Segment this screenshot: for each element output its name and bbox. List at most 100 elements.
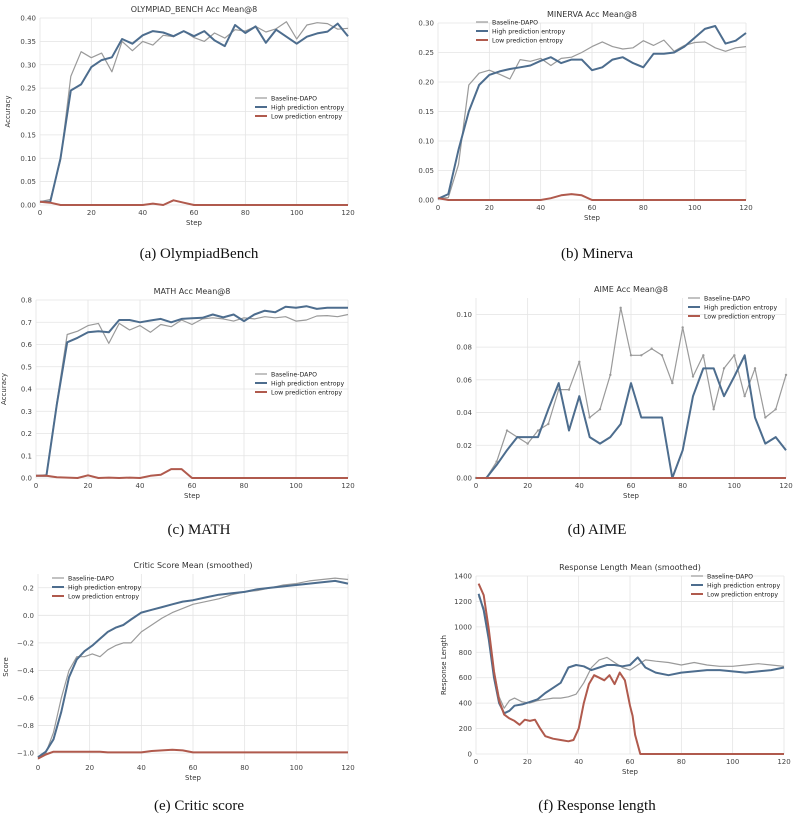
series-line-low-prediction-entropy <box>36 468 348 479</box>
x-tick-label: 80 <box>677 758 686 766</box>
y-tick-label: −1.0 <box>17 750 34 758</box>
chart-title: OLYMPIAD_BENCH Acc Mean@8 <box>131 5 258 14</box>
data-point <box>774 408 777 411</box>
data-point <box>702 354 705 357</box>
chart-panel-response-length: 0 20 40 60 80 100 120 0 200 400 600 800 1000 1200 1400… <box>398 556 796 825</box>
x-tick-label: 80 <box>240 764 249 772</box>
series-line-high-prediction-entropy <box>477 593 785 715</box>
chart-panel-minerva: 0 20 40 60 80 100 120 0.00 0.05 0.10 0.15 0.20 0.25 0… <box>398 0 796 275</box>
x-tick-label: 120 <box>779 482 792 490</box>
chart-title: Critic Score Mean (smoothed) <box>134 561 253 570</box>
x-tick-label: 0 <box>38 209 42 217</box>
legend: Baseline-DAPO High prediction entropy Low … <box>255 95 344 120</box>
x-tick-label: 80 <box>678 482 687 490</box>
x-tick-label: 40 <box>574 758 583 766</box>
series-line-high-prediction-entropy <box>40 22 349 203</box>
data-point <box>567 388 571 391</box>
caption-olympiadbench: (a) OlympiadBench <box>139 246 259 262</box>
x-tick-label: 120 <box>341 209 354 217</box>
y-tick-label: 0.30 <box>418 20 434 28</box>
x-axis-label: Step <box>185 774 201 782</box>
series-line-baseline-dapo <box>478 596 785 709</box>
caption-critic: (e) Critic score <box>154 798 244 814</box>
x-tick-label: 60 <box>627 482 636 490</box>
y-tick-label: 1000 <box>454 623 472 631</box>
x-tick-label: 100 <box>726 758 739 766</box>
legend-label: Baseline-DAPO <box>707 573 753 580</box>
data-point <box>712 408 715 411</box>
series-line-baseline-dapo <box>39 21 349 203</box>
legend-label: High prediction entropy <box>271 104 344 111</box>
y-tick-label: 0.02 <box>456 442 472 450</box>
x-tick-label: 80 <box>240 482 249 490</box>
y-tick-label: 0.10 <box>418 138 434 146</box>
y-axis-label: Score <box>2 657 10 677</box>
legend-label: Low prediction entropy <box>271 389 342 396</box>
y-tick-label: 0.3 <box>21 408 32 416</box>
data-point <box>536 429 540 432</box>
x-tick-label: 60 <box>189 764 198 772</box>
x-tick-label: 120 <box>341 764 354 772</box>
x-tick-label: 0 <box>34 482 38 490</box>
legend-label: High prediction entropy <box>271 380 344 387</box>
x-tick-label: 20 <box>485 204 494 212</box>
legend-label: Baseline-DAPO <box>704 295 750 302</box>
legend: Baseline-DAPO High prediction entropy Low … <box>691 573 780 598</box>
legend-label: Baseline-DAPO <box>68 575 114 582</box>
x-axis-label: Step <box>622 768 638 776</box>
legend-label: Low prediction entropy <box>707 591 778 598</box>
x-axis-label: Step <box>584 214 600 222</box>
chart-title: Response Length Mean (smoothed) <box>559 563 701 572</box>
data-point <box>784 373 788 377</box>
x-tick-label: 40 <box>137 764 146 772</box>
caption-response-length: (f) Response length <box>538 798 656 814</box>
x-tick-label: 100 <box>290 764 303 772</box>
y-tick-label: 0.35 <box>20 38 36 46</box>
legend-label: Low prediction entropy <box>68 593 139 600</box>
y-tick-label: −0.6 <box>17 695 35 703</box>
x-tick-label: 0 <box>36 764 40 772</box>
y-tick-label: 1400 <box>454 573 472 581</box>
x-tick-label: 60 <box>588 204 597 212</box>
y-tick-label: 0.5 <box>21 363 32 371</box>
legend-label: High prediction entropy <box>707 582 780 589</box>
y-tick-label: 0.4 <box>21 386 33 394</box>
x-tick-label: 120 <box>739 204 752 212</box>
y-tick-label: 0.6 <box>21 341 33 349</box>
series-line-high-prediction-entropy <box>437 25 747 200</box>
x-tick-label: 100 <box>289 482 302 490</box>
data-point <box>598 408 602 411</box>
data-point <box>578 360 581 364</box>
caption-math: (c) MATH <box>167 522 231 538</box>
legend-label: Baseline-DAPO <box>271 95 317 102</box>
x-tick-label: 20 <box>85 764 94 772</box>
data-point <box>619 306 622 310</box>
y-tick-label: 1200 <box>454 598 472 606</box>
legend-label: High prediction entropy <box>68 584 141 591</box>
chart-title: AIME Acc Mean@8 <box>594 285 668 294</box>
series-line-low-prediction-entropy <box>477 583 784 755</box>
y-tick-label: 0.30 <box>20 61 36 69</box>
y-tick-label: 0.05 <box>20 178 36 186</box>
legend-label: Low prediction entropy <box>704 313 775 320</box>
y-tick-label: 0.1 <box>21 452 32 460</box>
series-line-low-prediction-entropy <box>37 748 348 760</box>
data-point <box>609 373 612 377</box>
y-axis-label: Accuracy <box>4 96 12 128</box>
x-tick-label: 20 <box>523 482 532 490</box>
y-tick-label: 0.04 <box>456 409 472 417</box>
chart-olympiadbench: 0 20 40 60 80 100 120 0.00 0.05 0.10 0.15 0.20 0.25 0… <box>4 5 355 227</box>
legend-label: Low prediction entropy <box>492 37 563 44</box>
data-point <box>640 354 643 357</box>
chart-title: MATH Acc Mean@8 <box>154 287 231 296</box>
x-tick-label: 80 <box>241 209 250 217</box>
y-tick-label: 0.10 <box>20 155 36 163</box>
x-tick-label: 40 <box>536 204 545 212</box>
x-tick-label: 40 <box>136 482 145 490</box>
y-tick-label: −0.4 <box>17 667 35 675</box>
y-tick-label: 0.0 <box>21 475 32 483</box>
series-line-low-prediction-entropy <box>437 193 746 201</box>
x-tick-label: 0 <box>474 482 478 490</box>
y-tick-label: 0.2 <box>21 430 32 438</box>
y-tick-label: 0.20 <box>20 108 36 116</box>
